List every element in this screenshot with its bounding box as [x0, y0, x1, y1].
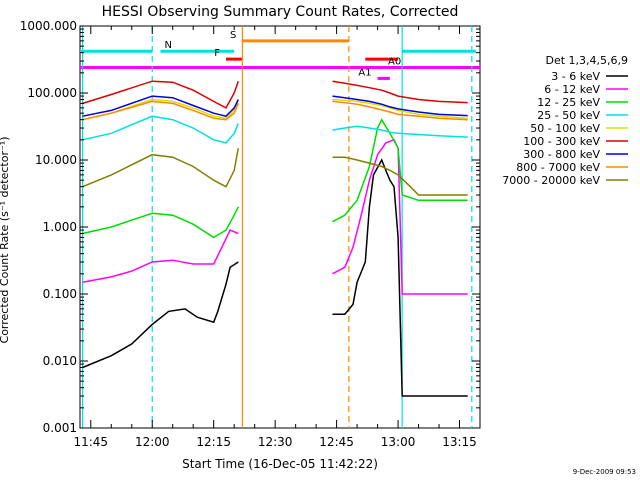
plot-area — [79, 25, 481, 429]
series-lines — [82, 80, 468, 397]
plot-frame — [79, 25, 481, 429]
time-bands: N SF A0 A1 — [80, 30, 480, 80]
vertical-markers — [81, 26, 473, 428]
band-s-label: S — [230, 30, 236, 41]
x-tick-label: 11:45 — [73, 435, 108, 449]
series-line-100-300-kev — [332, 80, 468, 104]
legend-label: 12 - 25 keV — [537, 96, 600, 109]
chart-title: HESSI Observing Summary Count Rates, Cor… — [102, 4, 459, 20]
series-line-800-7000-kev — [332, 100, 468, 121]
x-tick-label: 12:15 — [196, 435, 231, 449]
series-line-7000-20000-kev — [332, 156, 468, 196]
legend-label: 50 - 100 keV — [530, 122, 600, 135]
series-line-12-25-kev — [332, 118, 468, 223]
y-tick-label: 1.000 — [43, 220, 77, 234]
y-tick-label: 0.001 — [43, 421, 77, 435]
series-line-300-800-kev — [332, 95, 468, 117]
y-tick-label: 10.000 — [35, 153, 77, 167]
x-tick-label: 12:00 — [135, 435, 170, 449]
series-line-300-800-kev — [82, 95, 239, 118]
band-a0-label: A0 — [388, 57, 401, 68]
x-tick-label: 12:30 — [258, 435, 293, 449]
legend-label: 7000 - 20000 keV — [502, 174, 600, 187]
band-n-label: N — [165, 40, 172, 51]
legend-label: 300 - 800 keV — [523, 148, 600, 161]
series-line-800-7000-kev — [82, 100, 239, 121]
y-tick-label: 1000.000 — [20, 19, 77, 33]
x-tick-label: 13:15 — [442, 435, 477, 449]
legend-title: Det 1,3,4,5,6,9 — [545, 54, 628, 67]
series-line-3-6-kev — [82, 261, 239, 369]
series-line-6-12-kev — [82, 229, 239, 283]
band-f-label: F — [214, 48, 220, 59]
y-tick-label: 0.100 — [43, 287, 77, 301]
series-line-6-12-kev — [332, 138, 468, 295]
series-line-7000-20000-kev — [82, 148, 240, 188]
y-tick-label: 0.010 — [43, 354, 77, 368]
footer-date: 9-Dec-2009 09:53 — [573, 468, 636, 476]
series-line-3-6-kev — [332, 158, 468, 397]
series-line-100-300-kev — [82, 80, 240, 109]
y-tick-label: 100.000 — [27, 86, 77, 100]
legend-label: 800 - 7000 keV — [516, 161, 600, 174]
series-line-12-25-kev — [82, 206, 239, 239]
legend-label: 25 - 50 keV — [537, 109, 600, 122]
legend-label: 3 - 6 keV — [551, 70, 600, 83]
band-a1-label: A1 — [358, 67, 371, 78]
axes: 0.001 0.010 0.100 1.000 10.000 100.000 1000.00… — [20, 19, 481, 449]
y-axis-label: Corrected Count Rate (s⁻¹ detector⁻¹) — [0, 137, 11, 344]
x-axis-label: Start Time (16-Dec-05 11:42:22) — [182, 457, 378, 471]
legend-label: 6 - 12 keV — [544, 83, 600, 96]
legend-label: 100 - 300 keV — [523, 135, 600, 148]
series-line-25-50-kev — [332, 125, 468, 138]
x-tick-label: 12:45 — [319, 435, 354, 449]
series-line-50-100-kev — [332, 98, 468, 119]
series-line-25-50-kev — [82, 115, 239, 144]
x-tick-label: 13:00 — [381, 435, 416, 449]
